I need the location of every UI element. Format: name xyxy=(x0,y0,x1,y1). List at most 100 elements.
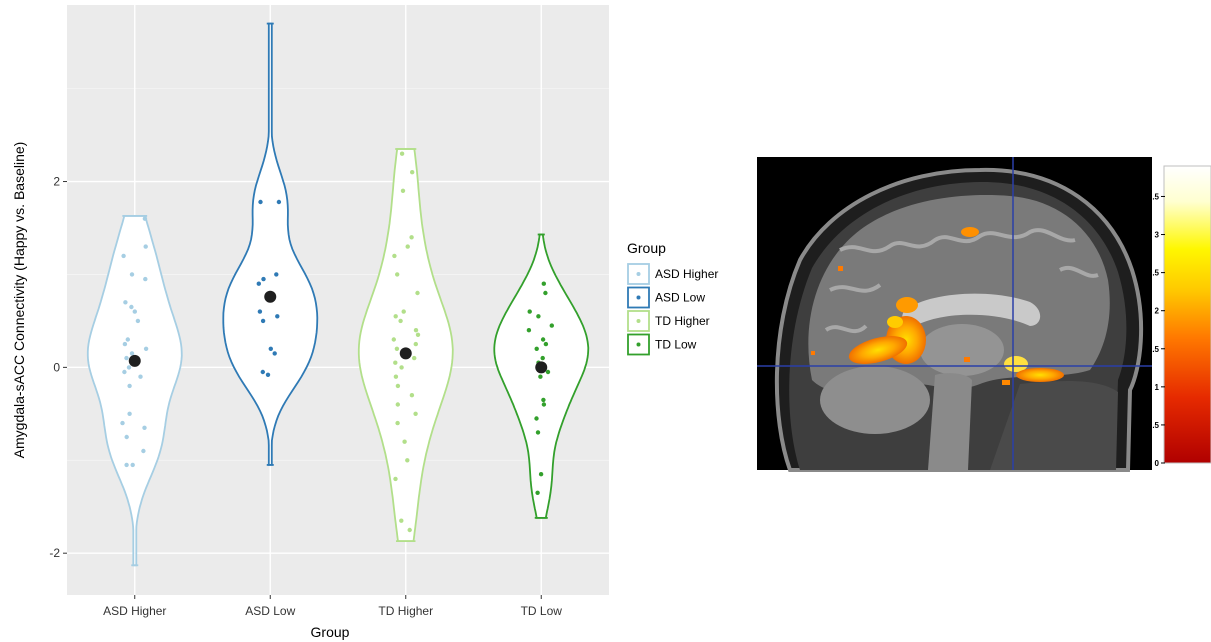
legend-key-dot xyxy=(636,319,641,323)
data-point xyxy=(392,253,397,259)
data-point xyxy=(127,411,132,416)
data-point xyxy=(540,355,545,361)
data-point xyxy=(534,346,539,351)
data-point xyxy=(535,430,541,435)
data-point xyxy=(543,290,548,296)
data-point xyxy=(399,518,404,523)
data-point xyxy=(535,490,540,495)
legend-label: TD Higher xyxy=(655,314,710,328)
data-point xyxy=(415,290,420,296)
data-point xyxy=(402,439,407,444)
colorbar-tick-label: 1.5 xyxy=(1148,345,1160,354)
data-point xyxy=(265,372,271,377)
data-point xyxy=(415,332,421,337)
colorbar-tick-label: 2.5 xyxy=(1148,269,1160,278)
data-point xyxy=(122,341,128,347)
data-point xyxy=(129,272,135,277)
y-axis-title: Amygdala-sACC Connectivity (Happy vs. Ba… xyxy=(11,142,27,459)
data-point xyxy=(256,281,261,286)
data-point xyxy=(407,527,412,533)
x-tick-label: TD Low xyxy=(521,604,563,618)
data-point xyxy=(261,276,266,282)
cerebellum xyxy=(820,366,930,434)
colorbar-tick-label: 2 xyxy=(1155,307,1160,316)
corpus-callosum xyxy=(902,293,1041,327)
data-point xyxy=(399,365,404,370)
data-point xyxy=(143,276,148,282)
data-point xyxy=(541,281,546,286)
data-point xyxy=(124,355,129,361)
data-point xyxy=(120,420,125,426)
data-point xyxy=(398,318,403,324)
mean-point xyxy=(535,361,548,374)
legend-item: TD Higher xyxy=(627,310,710,332)
legend-item: ASD Higher xyxy=(627,263,718,285)
legend-item: TD Low xyxy=(627,333,697,356)
mean-point xyxy=(128,354,141,367)
colorbar: 3.5 3 2.5 2 1.5 1 0.5 0 xyxy=(1148,165,1211,468)
data-point xyxy=(401,309,406,314)
data-point xyxy=(543,341,549,347)
x-axis-title: Group xyxy=(311,624,350,640)
data-point xyxy=(395,383,401,389)
data-point xyxy=(126,365,132,370)
legend-title: Group xyxy=(627,240,666,256)
legend-label: TD Low xyxy=(655,338,697,352)
face-region xyxy=(990,381,1118,470)
data-point xyxy=(123,300,128,305)
data-point xyxy=(132,309,137,314)
mean-point xyxy=(399,347,412,360)
data-point xyxy=(143,346,149,351)
activation-clusters xyxy=(811,227,1064,385)
data-point xyxy=(129,304,134,310)
mean-point xyxy=(264,290,277,303)
data-point xyxy=(413,411,418,416)
data-point xyxy=(141,448,146,454)
legend-key-dot xyxy=(636,295,641,300)
y-tick-label: 2 xyxy=(53,175,60,189)
data-point xyxy=(405,244,410,249)
data-point xyxy=(276,199,282,205)
data-point xyxy=(395,272,400,277)
thalamus xyxy=(920,324,1004,376)
data-point xyxy=(143,244,148,249)
data-point xyxy=(395,420,400,426)
data-point xyxy=(142,425,147,430)
colorbar-tick-label: 3 xyxy=(1155,231,1160,240)
data-point xyxy=(274,272,279,277)
data-point xyxy=(272,351,277,356)
data-point xyxy=(410,170,415,175)
colorbar-gradient xyxy=(1163,165,1211,464)
y-tick-label: 0 xyxy=(53,360,60,374)
data-point xyxy=(412,355,417,361)
data-point xyxy=(526,328,532,333)
y-axis-ticks: -2 0 2 xyxy=(49,175,67,560)
data-point xyxy=(258,199,263,205)
x-tick-label: ASD Low xyxy=(245,604,295,618)
data-point xyxy=(538,472,544,477)
data-point xyxy=(538,374,543,379)
data-point xyxy=(127,383,132,389)
violin-chart: -2 0 2 ASD Higher ASD Low TD Higher TD Low Gr… xyxy=(11,5,609,640)
data-point xyxy=(405,458,410,463)
data-point xyxy=(536,314,541,319)
violins xyxy=(86,22,590,567)
data-point xyxy=(399,151,405,156)
data-point xyxy=(527,309,532,314)
data-point xyxy=(534,416,539,421)
data-point xyxy=(540,337,546,342)
colorbar-ticks: 3.5 3 2.5 2 1.5 1 0.5 0 xyxy=(1148,192,1165,468)
data-point xyxy=(541,397,546,403)
data-point xyxy=(394,346,400,351)
data-point xyxy=(275,314,280,319)
data-point xyxy=(121,253,126,259)
data-point xyxy=(125,337,130,342)
colorbar-tick-label: 3.5 xyxy=(1148,192,1160,201)
brainstem xyxy=(928,373,972,470)
data-point xyxy=(413,328,419,333)
data-point xyxy=(260,318,266,324)
data-point xyxy=(142,216,148,221)
colorbar-tick-label: 1 xyxy=(1155,383,1160,392)
data-point xyxy=(391,337,396,342)
